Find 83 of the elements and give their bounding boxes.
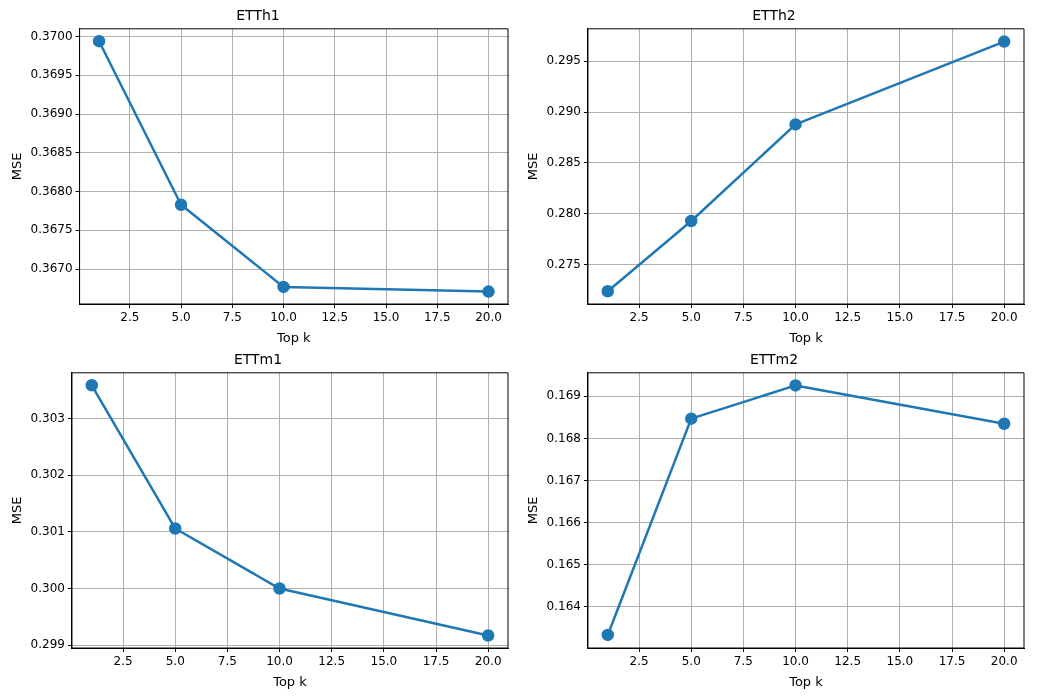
y-tick-label: 0.301 [30,524,65,539]
y-tick-label: 0.3680 [30,183,73,198]
point [85,379,99,392]
chart-title: ETTm1 [233,351,283,368]
x-tick-label: 17.5 [423,310,451,325]
y-axis-title: MSE [9,152,25,181]
y-tick-label: 0.303 [30,410,65,425]
y-tick-label: 0.302 [30,467,65,482]
x-tick-label: 20.0 [990,310,1018,325]
point [273,582,286,595]
x-tick-label: 10.0 [782,310,809,325]
y-tick-label: 0.275 [546,257,581,272]
x-axis-title: Top k [272,673,308,689]
y-tick-label: 0.3695 [30,67,73,82]
y-tick-label: 0.165 [546,556,581,571]
x-tick-label: 5.0 [171,310,191,325]
x-tick-label: 12.5 [834,310,862,325]
x-tick-label: 17.5 [422,654,450,669]
x-tick-label: 15.0 [372,310,400,325]
x-tick-label: 2.5 [113,654,133,669]
point [168,522,182,535]
point [92,34,106,48]
point [997,35,1011,48]
y-tick-label: 0.164 [546,598,581,613]
y-tick-label: 0.3685 [30,144,73,159]
point [601,628,615,642]
x-tick-label: 15.0 [886,654,914,669]
x-tick-label: 17.5 [938,654,966,669]
x-tick-label: 20.0 [474,654,502,669]
y-tick-label: 0.3690 [30,106,73,121]
point [174,198,188,212]
x-axis-title: Top k [275,329,312,345]
x-tick-label: 2.5 [629,310,649,325]
point [482,285,495,298]
y-tick-label: 0.3675 [30,222,73,237]
x-tick-label: 17.5 [938,310,966,325]
point [684,412,698,425]
y-tick-label: 0.169 [546,388,581,403]
chart-title: ETTh1 [236,7,280,24]
x-tick-label: 12.5 [321,310,349,325]
y-tick-label: 0.3670 [30,261,73,276]
x-tick-label: 10.0 [782,654,809,669]
x-tick-label: 7.5 [217,654,237,669]
x-tick-label: 7.5 [733,654,753,669]
x-tick-label: 20.0 [475,310,502,325]
y-tick-label: 0.166 [546,514,581,529]
x-tick-label: 5.0 [681,654,701,669]
chart-title: ETTm2 [749,351,799,368]
x-tick-label: 15.0 [370,654,398,669]
x-tick-label: 10.0 [270,310,297,325]
x-tick-label: 10.0 [266,654,293,669]
y-tick-label: 0.280 [546,206,581,221]
x-tick-label: 5.0 [681,310,701,325]
y-tick-label: 0.299 [30,637,65,652]
y-tick-label: 0.285 [546,155,581,170]
y-tick-label: 0.168 [546,430,581,445]
y-axis-title: MSE [525,496,541,525]
point [481,629,495,642]
x-tick-label: 2.5 [120,310,140,325]
point [277,280,290,294]
chart-title: ETTh2 [752,7,796,24]
y-tick-label: 0.300 [30,580,65,595]
x-axis-title: Top k [788,673,824,689]
point [601,285,615,298]
point [997,417,1011,430]
x-tick-label: 15.0 [886,310,914,325]
point [789,118,802,131]
x-axis-title: Top k [788,329,824,345]
x-tick-label: 20.0 [990,654,1018,669]
y-axis-title: MSE [525,152,541,181]
x-tick-label: 7.5 [733,310,753,325]
x-tick-label: 5.0 [165,654,185,669]
y-tick-label: 0.167 [546,472,581,487]
x-tick-label: 7.5 [222,310,242,325]
y-tick-label: 0.290 [546,104,581,119]
x-tick-label: 12.5 [318,654,346,669]
y-tick-label: 0.295 [546,53,581,68]
point [789,379,802,392]
x-tick-label: 2.5 [629,654,649,669]
y-tick-label: 0.3700 [30,28,73,43]
y-axis-title: MSE [9,496,25,525]
point [684,214,698,228]
x-tick-label: 12.5 [834,654,862,669]
